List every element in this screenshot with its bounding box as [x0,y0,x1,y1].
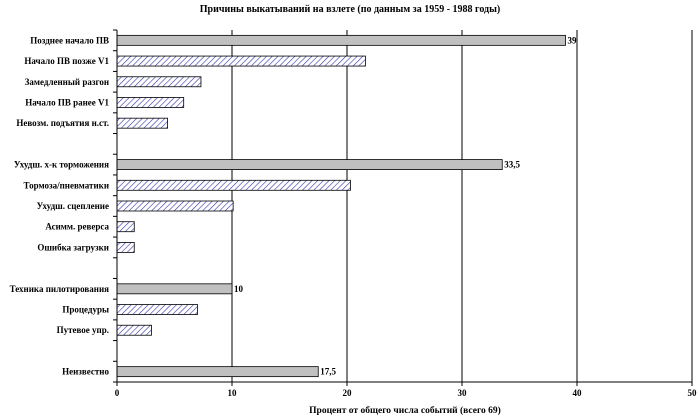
category-label: Позднее начало ПВ [30,35,109,45]
labels: 0 10 20 30 40 50 Позднее начало ПВ 39 Начало ПВ … [10,35,697,398]
category-label: Ухудш. сцепление [37,201,109,211]
category-label: Техника пилотирования [10,284,110,294]
x-axis-label: Процент от общего числа событий (всего 6… [309,405,501,416]
x-tick-label: 0 [115,388,120,398]
data-label: 10 [234,284,244,294]
category-label: Замедленный разгон [25,77,109,87]
category-label: Процедуры [62,305,109,315]
category-label: Путевое упр. [57,325,109,335]
bar [116,221,135,233]
bar [116,55,366,67]
bar [116,117,168,129]
bar [116,34,566,46]
category-label: Начало ПВ ранее V1 [25,97,109,107]
chart-title: Причины выкатываний на взлете (по данным… [200,4,500,15]
bar [116,366,319,378]
category-label: Начало ПВ позже V1 [24,56,109,66]
bar [116,97,185,108]
bar [116,242,135,253]
data-label: 39 [568,35,578,45]
category-label: Ошибка загрузки [37,242,109,252]
category-label: Невозм. подъятия н.ст. [16,118,109,128]
category-label: Тормоза/пневматики [24,180,109,190]
x-tick-label: 10 [228,388,238,398]
gridlines [231,30,693,382]
data-label: 17,5 [320,367,336,377]
bar [116,179,351,191]
x-tick-label: 40 [573,388,583,398]
category-label: Ухудш. х-к торможения [14,160,109,170]
bar [116,283,233,295]
bars [116,34,566,378]
x-tick-label: 30 [458,388,468,398]
x-tick-label: 20 [343,388,353,398]
bar [116,324,152,336]
data-label: 33,5 [504,160,520,170]
category-label: Асимм. реверса [45,222,109,232]
axes [113,29,693,386]
x-tick-label: 50 [688,388,698,398]
bar [116,200,234,212]
bar [116,304,198,315]
bar [116,159,503,170]
category-label: Неизвестно [62,367,109,377]
bar [116,76,202,88]
